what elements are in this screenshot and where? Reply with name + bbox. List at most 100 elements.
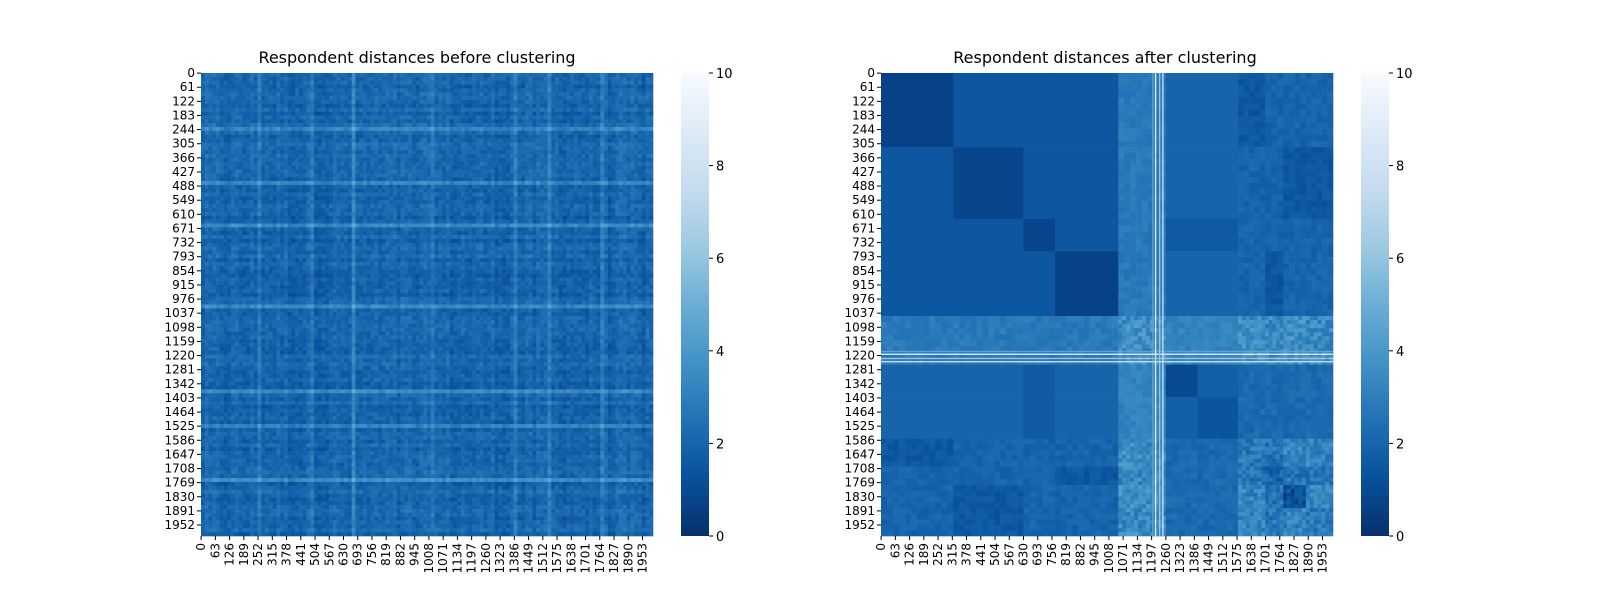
heatmap-cell [517, 192, 522, 197]
heatmap-cell [253, 161, 258, 166]
heatmap-cell [317, 84, 322, 89]
heatmap-cell [547, 111, 552, 116]
heatmap-cell [547, 177, 552, 182]
heatmap-cell [291, 142, 296, 147]
heatmap-cell [464, 96, 469, 101]
heatmap-cell [234, 103, 239, 109]
heatmap-cell [411, 134, 416, 139]
heatmap-cell [577, 219, 582, 224]
heatmap-cell [536, 204, 541, 209]
heatmap-cell [314, 107, 319, 112]
heatmap-cell [464, 111, 469, 116]
heatmap-cell [532, 107, 537, 112]
heatmap-cell [208, 146, 213, 151]
heatmap-cell [566, 184, 571, 190]
heatmap-cell [596, 115, 601, 120]
heatmap-cell [630, 150, 635, 155]
heatmap-cell [555, 215, 560, 220]
heatmap-cell [517, 142, 522, 147]
heatmap-cell [253, 115, 258, 120]
heatmap-cell [332, 130, 337, 136]
heatmap-cell [302, 196, 307, 201]
heatmap-cell [385, 154, 390, 159]
heatmap-cell [449, 227, 454, 232]
heatmap-cell [494, 223, 499, 228]
heatmap-cell [460, 103, 465, 109]
heatmap-cell [295, 227, 300, 232]
heatmap-cell [227, 169, 232, 174]
heatmap-cell [295, 127, 300, 132]
heatmap-cell [611, 134, 616, 139]
heatmap-cell [600, 177, 605, 182]
heatmap-cell [385, 73, 390, 78]
heatmap-cell [524, 173, 529, 178]
heatmap-cell [204, 150, 209, 155]
heatmap-cell [438, 188, 443, 193]
heatmap-cell [445, 192, 450, 197]
heatmap-cell [604, 227, 609, 232]
heatmap-cell [457, 227, 462, 232]
heatmap-cell [359, 223, 364, 228]
heatmap-cell [607, 188, 612, 193]
heatmap-cell [231, 123, 236, 128]
heatmap-cell [374, 138, 379, 143]
heatmap-cell [543, 88, 548, 93]
heatmap-cell [340, 177, 345, 182]
heatmap-cell [543, 100, 548, 105]
heatmap-cell [261, 84, 266, 89]
heatmap-cell [442, 184, 447, 190]
heatmap-cell [359, 227, 364, 232]
heatmap-cell [641, 111, 646, 116]
heatmap-cell [509, 169, 514, 174]
heatmap-cell [378, 208, 383, 213]
heatmap-cell [291, 184, 296, 190]
heatmap-cell [340, 111, 345, 116]
heatmap-cell [502, 208, 507, 213]
heatmap-cell [253, 196, 258, 201]
heatmap-cell [543, 92, 548, 97]
heatmap-cell [359, 88, 364, 93]
heatmap-cell [468, 146, 473, 151]
heatmap-cell [340, 146, 345, 151]
heatmap-cell [626, 142, 631, 147]
heatmap-cell [475, 165, 481, 170]
heatmap-cell [460, 115, 465, 120]
heatmap-cell [423, 208, 428, 213]
heatmap-cell [588, 142, 594, 147]
heatmap-cell [596, 177, 601, 182]
heatmap-cell [626, 96, 631, 101]
heatmap-cell [468, 111, 473, 116]
heatmap-cell [634, 157, 639, 163]
heatmap-cell [483, 123, 488, 128]
heatmap-cell [231, 188, 236, 193]
heatmap-cell [298, 223, 303, 228]
heatmap-cell [585, 154, 590, 159]
heatmap-cell [540, 80, 545, 85]
heatmap-cell [389, 134, 394, 139]
heatmap-cell [619, 80, 624, 85]
heatmap-cell [265, 111, 270, 116]
heatmap-cell [543, 134, 548, 139]
heatmap-cell [310, 100, 315, 105]
heatmap-cell [408, 181, 413, 186]
heatmap-cell [344, 208, 349, 213]
heatmap-cell [464, 215, 469, 220]
heatmap-cell [317, 146, 322, 151]
heatmap-cell [460, 73, 465, 78]
heatmap-cell [242, 115, 247, 120]
heatmap-cell [415, 231, 420, 236]
heatmap-cell [547, 169, 552, 174]
heatmap-cell [453, 100, 458, 105]
heatmap-cell [201, 115, 206, 120]
heatmap-cell [588, 115, 594, 120]
heatmap-cell [238, 157, 243, 163]
heatmap-cell [317, 184, 322, 190]
heatmap-cell [566, 177, 571, 182]
heatmap-cell [306, 127, 311, 132]
heatmap-cell [524, 157, 529, 163]
heatmap-cell [427, 219, 432, 224]
heatmap-cell [280, 227, 285, 232]
heatmap-cell [321, 208, 326, 213]
heatmap-cell [637, 165, 642, 170]
heatmap-cell [234, 227, 239, 232]
